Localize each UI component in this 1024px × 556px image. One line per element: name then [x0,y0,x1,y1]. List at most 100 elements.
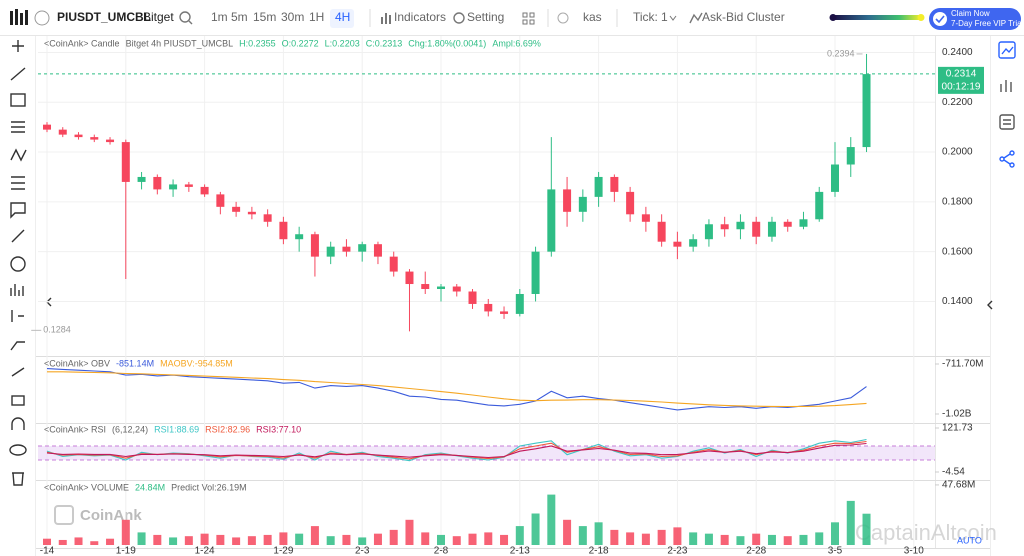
candle-body [342,246,351,252]
auto-scale[interactable]: AUTO [957,535,982,545]
y-tick-label: 0.1600 [942,246,973,257]
drawing-tools[interactable] [9,40,27,486]
candle-body [247,211,256,215]
scroll-left[interactable] [46,297,52,307]
candle-body [295,234,304,240]
tick-value[interactable]: 1 [661,10,668,24]
x-tick-label: 3-10 [904,546,924,556]
candle-body [752,221,761,237]
volume-bar [43,538,51,545]
promo-title[interactable]: Claim Now [951,9,990,18]
volume-bar [310,526,319,545]
candle-body [547,189,556,252]
legend-item: 24.84M [135,482,165,492]
volume-bar [279,532,288,545]
promo-subtitle[interactable]: 7-Day Free VIP Trial [951,19,1024,28]
volume-bar [626,532,635,545]
interval[interactable]: 5m [231,10,248,24]
interval[interactable]: 1m [211,10,228,24]
candle-body [563,189,572,212]
volume-bar [106,538,115,545]
cluster-icon [689,12,703,24]
side-tools[interactable] [998,41,1016,168]
volume-bar [389,529,398,545]
candle-body [831,164,839,192]
volume-bar [232,537,241,545]
interval[interactable]: 4H [335,10,350,24]
candle-body [626,191,635,215]
candle-body [846,147,855,165]
volume-bar [358,537,367,545]
interval[interactable]: 15m [253,10,276,24]
volume-bar [547,494,556,545]
candle-body [862,74,871,148]
candle-body [673,241,682,247]
pane-title: <CoinAnk> RSI [44,424,106,434]
legend-item: RSI3:77.10 [256,424,301,434]
watermark: CaptainAltcoin [855,520,997,545]
volume-bar [484,532,493,545]
y-tick-label: 0.1400 [942,296,973,307]
candle-body [263,214,272,222]
pane-title: <CoinAnk> OBV [44,358,110,368]
promo-button[interactable] [929,8,1021,30]
legend-item: H:0.2355 [239,38,276,48]
collapse-right[interactable] [987,300,993,310]
series-line [46,442,867,459]
promo-icon [933,12,947,26]
legend-item: Bitget 4h PIUSDT_UMCBL [126,38,234,48]
symbol[interactable]: PIUSDT_UMCBL [57,10,151,24]
x-tick-label: 2-13 [510,546,530,556]
plot: -14 1-19 1-24 1-29 2-3 2-8 2-13 2-18 2-23 2-28 3-5… [31,36,984,556]
candle-body [389,256,398,272]
search-icon[interactable] [179,11,193,25]
x-tick-label: 2-18 [589,546,609,556]
low-marker: 0.1284 [43,325,71,335]
interval[interactable]: 1H [309,10,324,24]
cluster[interactable]: Ask-Bid Cluster [702,10,785,24]
candle-body [184,184,193,187]
price-tag [938,66,984,94]
volume-bar [58,539,67,545]
compare-icon[interactable] [557,12,569,24]
volume-bar [342,534,351,545]
x-tick-label: 1-24 [195,546,215,556]
volume-bar [295,533,304,545]
candle-body [689,239,698,247]
x-tick-label: -14 [40,546,55,556]
volume-bar [657,529,666,545]
volume-bar [752,533,761,545]
candle-body [452,286,461,292]
volume-bar [563,519,572,545]
x-tick-label: 2-3 [355,546,370,556]
gradient-handle[interactable] [917,14,925,21]
interval[interactable]: 30m [281,10,304,24]
y-tick-label: 0.2200 [942,97,973,108]
legend-item: MAOBV:-954.85M [160,358,233,368]
candle-body [641,214,650,222]
indicators-icon [381,13,391,24]
volume-bar [641,533,650,545]
candle-body [610,176,619,192]
volume-bar [578,526,587,545]
setting[interactable]: Setting [467,10,504,24]
gradient-handle[interactable] [829,14,837,21]
series-line [46,368,867,411]
legend-item: Predict Vol:26.19M [171,482,247,492]
heat-gradient[interactable] [833,15,921,20]
search-text[interactable]: kas [583,10,602,24]
symbol-icon[interactable] [34,10,50,26]
high-marker: 0.2394 [827,48,855,58]
exchange[interactable]: Bitget [143,10,174,24]
candle-body [58,129,67,135]
candle-body [90,137,99,140]
volume-bar [720,534,729,545]
volume-bar [153,534,162,545]
indicators[interactable]: Indicators [394,10,446,24]
candle-body [531,251,540,294]
layout-icon[interactable] [522,12,535,25]
candle-body [326,246,335,257]
candle-body [799,219,808,227]
candle-body [437,286,445,290]
